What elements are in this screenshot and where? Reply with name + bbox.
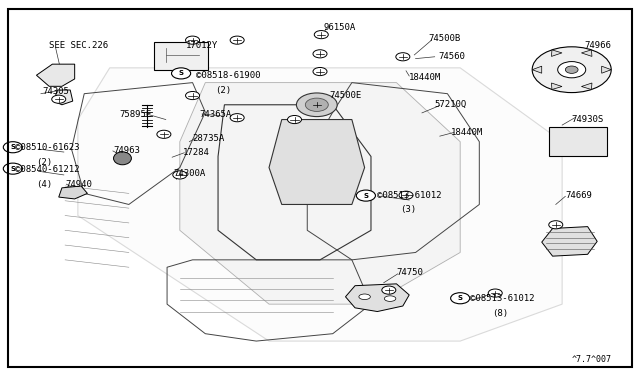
- Text: ©08540-61212: ©08540-61212: [15, 165, 80, 174]
- Text: (8): (8): [492, 309, 508, 318]
- Polygon shape: [78, 68, 562, 341]
- Circle shape: [230, 36, 244, 44]
- Polygon shape: [346, 284, 409, 311]
- Text: 75895E: 75895E: [119, 109, 152, 119]
- Circle shape: [313, 67, 327, 76]
- Circle shape: [230, 113, 244, 122]
- Circle shape: [186, 92, 200, 100]
- Text: 74560: 74560: [438, 52, 465, 61]
- Polygon shape: [59, 186, 88, 199]
- Text: ©08510-61623: ©08510-61623: [15, 143, 80, 152]
- Text: 57210Q: 57210Q: [435, 100, 467, 109]
- Polygon shape: [602, 66, 611, 73]
- Circle shape: [314, 31, 328, 39]
- Circle shape: [488, 289, 502, 297]
- Circle shape: [287, 115, 301, 124]
- Text: 74300A: 74300A: [173, 169, 205, 177]
- Circle shape: [3, 163, 22, 174]
- Circle shape: [305, 98, 328, 112]
- Polygon shape: [552, 83, 562, 90]
- Polygon shape: [552, 50, 562, 57]
- Text: (3): (3): [399, 205, 416, 215]
- Text: ^7.7^007: ^7.7^007: [572, 355, 612, 364]
- Circle shape: [157, 130, 171, 138]
- Circle shape: [565, 66, 578, 73]
- Circle shape: [548, 221, 563, 229]
- Text: 74963: 74963: [113, 147, 140, 155]
- Text: S: S: [364, 193, 369, 199]
- Text: 17284: 17284: [183, 148, 210, 157]
- Text: 18440M: 18440M: [409, 73, 442, 81]
- Text: 18440M: 18440M: [451, 128, 483, 137]
- Text: (2): (2): [36, 157, 52, 167]
- Text: S: S: [10, 144, 15, 150]
- Polygon shape: [541, 227, 597, 256]
- Text: S: S: [10, 166, 15, 171]
- Circle shape: [186, 36, 200, 44]
- Polygon shape: [36, 64, 75, 86]
- Text: (4): (4): [36, 180, 52, 189]
- FancyBboxPatch shape: [154, 42, 209, 70]
- Ellipse shape: [359, 294, 371, 299]
- Text: ©08518-61900: ©08518-61900: [196, 71, 260, 80]
- Text: S: S: [179, 70, 184, 76]
- Circle shape: [356, 190, 376, 201]
- Text: (2): (2): [215, 86, 231, 94]
- Circle shape: [296, 93, 337, 116]
- Polygon shape: [54, 90, 73, 105]
- Circle shape: [310, 101, 324, 109]
- Text: 74966: 74966: [584, 41, 611, 50]
- Circle shape: [532, 47, 611, 93]
- Polygon shape: [581, 50, 592, 57]
- Circle shape: [396, 53, 410, 61]
- Circle shape: [173, 171, 187, 179]
- Ellipse shape: [385, 296, 396, 301]
- Polygon shape: [532, 66, 541, 73]
- Text: 74500B: 74500B: [428, 34, 461, 43]
- Text: 74930S: 74930S: [572, 115, 604, 124]
- Text: 74500E: 74500E: [330, 91, 362, 100]
- Circle shape: [3, 142, 22, 153]
- Text: ©08513-61012: ©08513-61012: [378, 191, 442, 200]
- Text: 74669: 74669: [565, 191, 592, 200]
- Circle shape: [382, 286, 396, 294]
- Text: 74305: 74305: [43, 87, 70, 96]
- Circle shape: [172, 68, 191, 79]
- Text: 17012Y: 17012Y: [186, 41, 218, 50]
- Text: 74940: 74940: [65, 180, 92, 189]
- Circle shape: [399, 191, 413, 199]
- Circle shape: [451, 293, 470, 304]
- Text: SEE SEC.226: SEE SEC.226: [49, 41, 108, 50]
- FancyBboxPatch shape: [549, 127, 607, 157]
- Polygon shape: [180, 83, 460, 304]
- Circle shape: [313, 50, 327, 58]
- Text: 74365A: 74365A: [199, 109, 231, 119]
- Polygon shape: [581, 83, 592, 90]
- Text: S: S: [458, 295, 463, 301]
- Polygon shape: [269, 119, 365, 205]
- Text: 74750: 74750: [396, 268, 423, 277]
- Text: 28735A: 28735A: [193, 134, 225, 142]
- Text: ©08513-61012: ©08513-61012: [470, 294, 534, 303]
- Circle shape: [557, 62, 586, 78]
- Ellipse shape: [113, 152, 131, 165]
- Text: 96150A: 96150A: [323, 23, 355, 32]
- Circle shape: [52, 95, 66, 103]
